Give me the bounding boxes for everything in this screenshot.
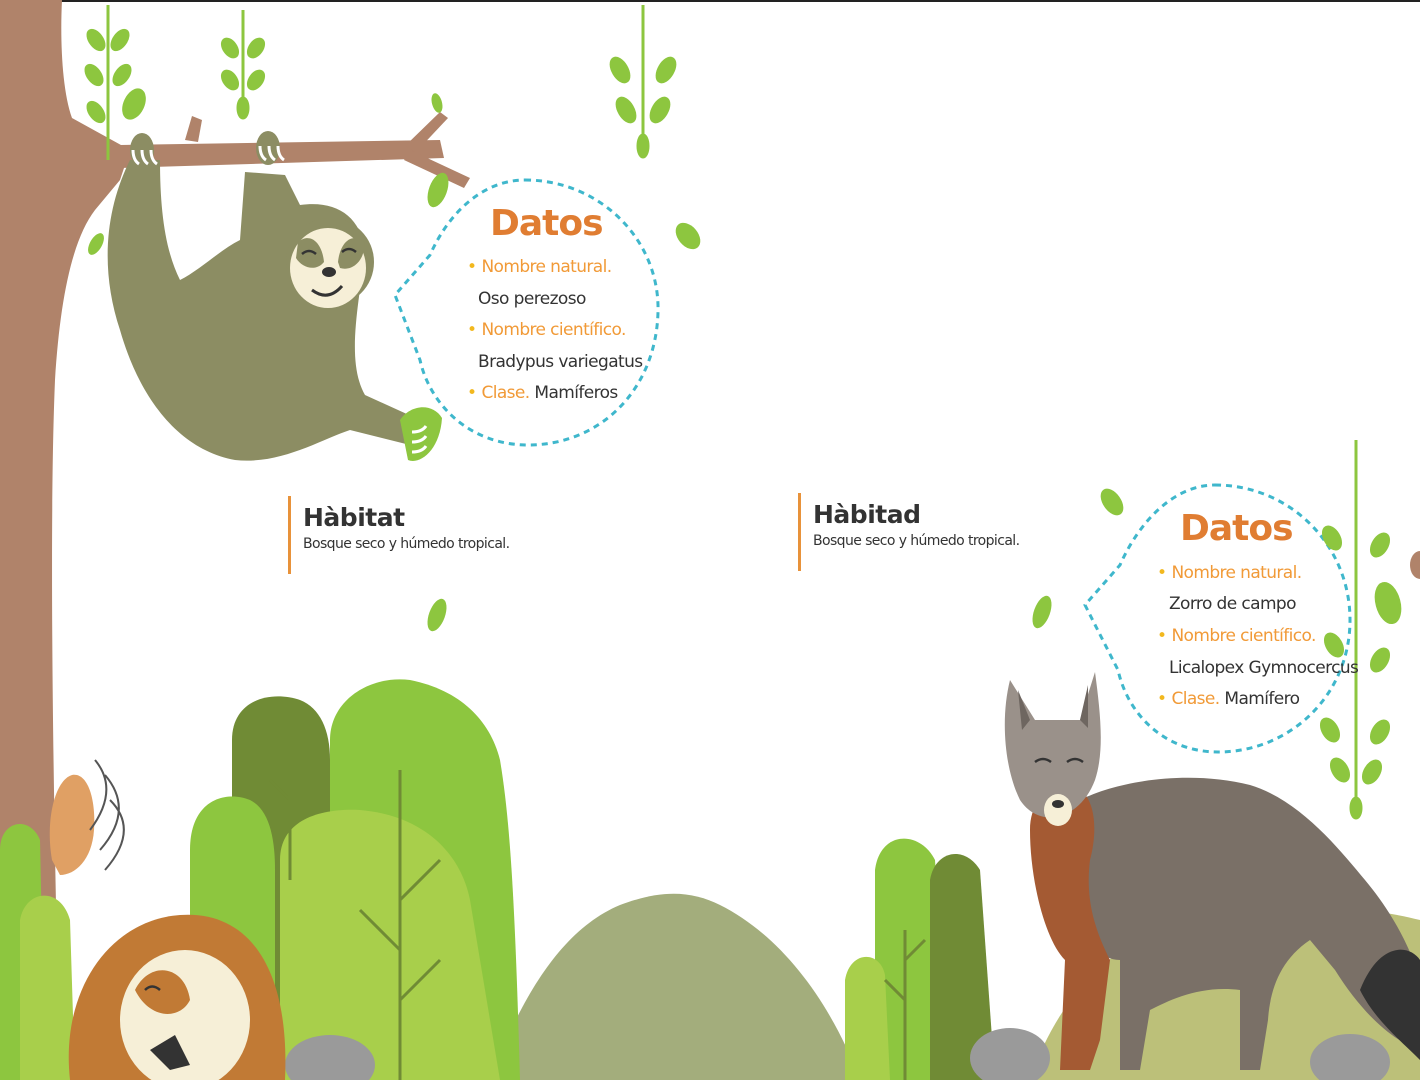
vine-2 — [220, 10, 266, 120]
bushes-far-left — [0, 823, 75, 1080]
fox-habitat: Hàbitad Bosque seco y húmedo tropical. — [798, 493, 1020, 571]
sloth-habitat-text: Bosque seco y húmedo tropical. — [303, 536, 510, 552]
sloth-facts-title: Datos — [490, 203, 604, 244]
sloth-fact-common-name-value: Oso perezoso — [478, 289, 586, 309]
sloth-fact-common-name-label: • Nombre natural. — [467, 257, 612, 277]
sloth-paw — [49, 759, 125, 875]
fox-habitat-text: Bosque seco y húmedo tropical. — [813, 533, 1020, 549]
sloth-hanging — [107, 131, 442, 461]
bullet-icon: • — [467, 383, 477, 403]
fox-fact-common-name-value: Zorro de campo — [1169, 594, 1297, 614]
branch — [120, 112, 470, 188]
sloth-fact-scientific-value: Bradypus variegatus — [478, 352, 643, 372]
vine-right — [1319, 440, 1402, 820]
fox — [1004, 672, 1420, 1070]
fox-habitat-title: Hàbitad — [813, 500, 921, 529]
sloth-fact-scientific-label: • Nombre científico. — [467, 320, 626, 340]
sloth-habitat-title: Hàbitat — [303, 503, 405, 532]
tree-trunk — [0, 0, 130, 905]
fox-fact-class: • Clase. Mamífero — [1157, 689, 1300, 709]
bushes-right — [845, 838, 995, 1080]
bullet-icon: • — [467, 257, 477, 277]
dashed-bubble-1 — [393, 178, 660, 447]
branch-stub-right — [1410, 551, 1420, 579]
floating-leaves — [88, 93, 1124, 632]
fox-fact-common-name-label: • Nombre natural. — [1157, 563, 1302, 583]
fox-fact-scientific-label: • Nombre científico. — [1157, 626, 1316, 646]
fox-facts-title: Datos — [1180, 508, 1294, 549]
sloth-bottom — [68, 914, 286, 1080]
sloth-fact-class: • Clase. Mamíferos — [467, 383, 618, 403]
top-border — [0, 0, 1420, 2]
sloth-habitat: Hàbitat Bosque seco y húmedo tropical. — [288, 496, 510, 574]
vine-1 — [84, 5, 146, 160]
bullet-icon: • — [1157, 563, 1167, 583]
bullet-icon: • — [1157, 626, 1167, 646]
fox-fact-scientific-value: Licalopex Gymnocercus — [1169, 658, 1359, 678]
bullet-icon: • — [467, 320, 477, 340]
hill-center — [490, 893, 860, 1080]
vine-3 — [609, 5, 677, 159]
bullet-icon: • — [1157, 689, 1167, 709]
